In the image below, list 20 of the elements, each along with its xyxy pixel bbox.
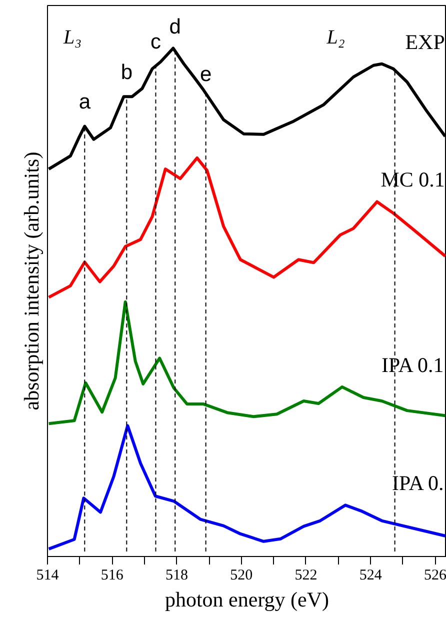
x-tick-label: 524 <box>359 568 382 584</box>
ref-line-label: c <box>150 30 161 54</box>
series-label: IPA 0. <box>392 471 444 496</box>
ref-line-label: d <box>169 16 181 39</box>
ref-line-label: b <box>120 61 132 84</box>
series-label: MC 0.1 <box>380 168 445 192</box>
x-tick-label: 514 <box>36 568 60 584</box>
ref-line-label: a <box>78 90 91 114</box>
x-tick-label: 518 <box>165 568 188 584</box>
x-axis-title: photon energy (eV) <box>164 588 330 612</box>
x-tick-label: 516 <box>100 568 124 584</box>
x-tick-label: 522 <box>294 568 318 584</box>
series-label: IPA 0.1 <box>381 352 444 377</box>
annotation: L₃ <box>62 26 82 48</box>
annotation: L₂ <box>326 26 345 48</box>
x-tick-label: 520 <box>230 568 253 584</box>
ref-line-label: e <box>200 62 212 86</box>
series-label: EXP <box>405 30 445 54</box>
y-axis-title: absorption intensity (arb.units) <box>20 152 44 410</box>
x-tick-label: 526 <box>424 568 446 584</box>
